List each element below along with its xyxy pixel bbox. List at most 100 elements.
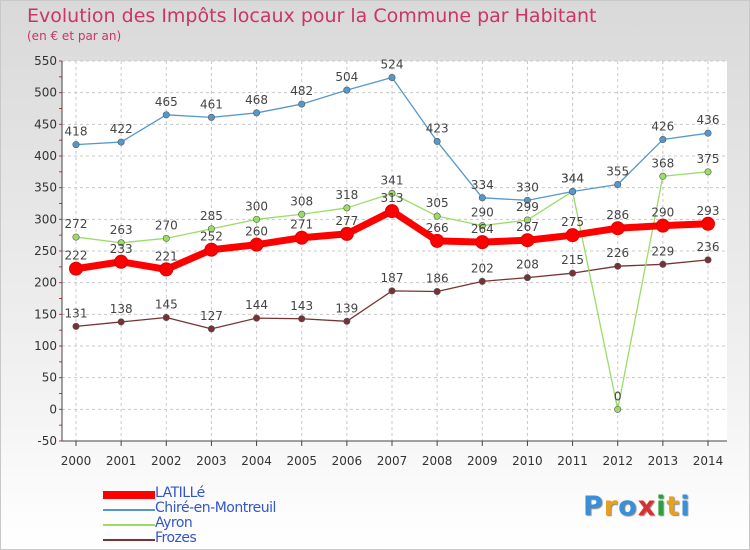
legend-label: Frozes xyxy=(155,530,197,546)
data-label-0: 293 xyxy=(697,204,720,218)
data-point-1 xyxy=(388,73,396,81)
legend-swatch xyxy=(103,509,155,511)
data-label-3: 187 xyxy=(381,271,404,285)
data-point-2 xyxy=(614,405,622,413)
data-point-2 xyxy=(253,215,261,223)
x-tick-label: 2008 xyxy=(422,454,453,468)
data-label-2: 308 xyxy=(290,194,313,208)
y-tick-label: 250 xyxy=(34,244,57,258)
legend-swatch xyxy=(103,491,155,499)
data-label-1: 524 xyxy=(381,57,404,71)
x-tick-label: 2014 xyxy=(693,454,724,468)
x-tick-label: 2013 xyxy=(648,454,679,468)
data-point-1 xyxy=(478,194,486,202)
data-label-3: 208 xyxy=(516,258,539,272)
data-label-3: 186 xyxy=(426,272,449,286)
x-tick-label: 2006 xyxy=(332,454,363,468)
legend-swatch xyxy=(103,539,155,541)
data-label-0: 260 xyxy=(245,225,268,239)
data-label-3: 138 xyxy=(110,302,133,316)
data-label-0: 275 xyxy=(561,215,584,229)
y-tick-label: 450 xyxy=(34,117,57,131)
legend-label: Ayron xyxy=(155,515,193,531)
data-point-0 xyxy=(294,230,309,245)
x-tick-label: 2005 xyxy=(286,454,317,468)
data-point-0 xyxy=(430,233,445,248)
data-point-0 xyxy=(339,226,354,241)
data-label-3: 139 xyxy=(335,301,358,315)
data-point-1 xyxy=(343,86,351,94)
data-label-1: 482 xyxy=(290,84,313,98)
data-label-1: 461 xyxy=(200,97,223,111)
data-point-3 xyxy=(162,313,170,321)
data-label-3: 127 xyxy=(200,309,223,323)
data-label-1: 334 xyxy=(471,178,494,192)
data-point-2 xyxy=(388,189,396,197)
chart-title: Evolution des Impôts locaux pour la Comm… xyxy=(27,5,597,27)
data-label-2: 263 xyxy=(110,223,133,237)
proxiti-logo: Proxiti xyxy=(583,491,691,522)
x-tick-label: 2009 xyxy=(467,454,498,468)
data-label-2: 272 xyxy=(65,217,88,231)
data-label-1: 423 xyxy=(426,121,449,135)
y-tick-label: 350 xyxy=(34,181,57,195)
y-tick-label: 100 xyxy=(34,339,57,353)
data-point-3 xyxy=(659,260,667,268)
data-point-2 xyxy=(207,225,215,233)
y-tick-label: 300 xyxy=(34,212,57,226)
data-point-3 xyxy=(72,322,80,330)
data-label-0: 286 xyxy=(606,208,629,222)
data-label-3: 143 xyxy=(290,299,313,313)
data-point-2 xyxy=(298,210,306,218)
data-point-2 xyxy=(72,233,80,241)
data-point-3 xyxy=(569,269,577,277)
data-label-2: 290 xyxy=(471,206,494,220)
data-point-0 xyxy=(204,242,219,257)
data-point-3 xyxy=(614,262,622,270)
data-point-3 xyxy=(523,274,531,282)
data-label-1: 422 xyxy=(110,122,133,136)
x-tick-label: 2004 xyxy=(241,454,272,468)
data-label-0: 264 xyxy=(471,222,494,236)
data-label-1: 436 xyxy=(697,113,720,127)
data-point-1 xyxy=(704,129,712,137)
data-point-0 xyxy=(701,216,715,231)
data-point-2 xyxy=(523,216,531,224)
data-label-1: 465 xyxy=(155,95,178,109)
data-point-0 xyxy=(159,262,174,277)
data-label-3: 236 xyxy=(697,240,720,254)
data-label-3: 144 xyxy=(245,298,268,312)
legend-label: LATILLé xyxy=(155,485,205,501)
data-point-0 xyxy=(69,261,83,276)
data-label-3: 226 xyxy=(606,246,629,260)
data-label-1: 426 xyxy=(651,120,674,134)
x-tick-label: 2001 xyxy=(106,454,137,468)
data-label-1: 504 xyxy=(335,70,358,84)
data-label-0: 271 xyxy=(290,218,313,232)
chart-subtitle: (en € et par an) xyxy=(27,29,122,43)
data-label-2: 344 xyxy=(561,171,584,185)
data-point-3 xyxy=(253,314,261,322)
data-label-0: 221 xyxy=(155,249,178,263)
data-point-1 xyxy=(253,109,261,117)
data-point-0 xyxy=(475,235,490,250)
data-label-0: 290 xyxy=(651,206,674,220)
y-tick-label: 400 xyxy=(34,149,57,163)
data-point-1 xyxy=(298,100,306,108)
x-tick-label: 2002 xyxy=(151,454,182,468)
x-tick-label: 2010 xyxy=(512,454,543,468)
data-label-2: 285 xyxy=(200,209,223,223)
data-point-2 xyxy=(117,239,125,247)
data-label-0: 266 xyxy=(426,221,449,235)
data-point-3 xyxy=(298,315,306,323)
data-point-3 xyxy=(117,318,125,326)
data-label-2: 305 xyxy=(426,196,449,210)
y-tick-label: -50 xyxy=(37,434,57,448)
legend-label: Chiré-en-Montreuil xyxy=(155,500,276,516)
data-point-0 xyxy=(655,218,670,233)
data-label-1: 468 xyxy=(245,93,268,107)
data-label-1: 355 xyxy=(606,165,629,179)
y-tick-label: 550 xyxy=(34,54,57,68)
y-tick-label: 150 xyxy=(34,307,57,321)
